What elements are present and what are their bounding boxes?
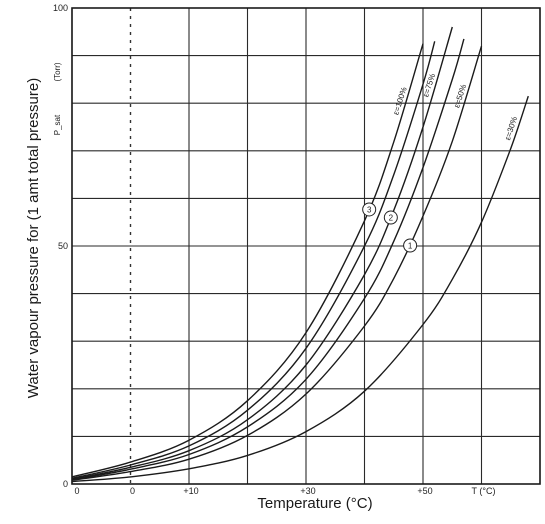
x-axis-title: Temperature (°C): [257, 495, 372, 512]
series-line-4: [71, 38, 465, 481]
plot-frame: [71, 7, 541, 485]
chart-curves: [71, 26, 529, 483]
x-tick-label: +50: [417, 486, 432, 496]
series-line-1: [71, 43, 424, 478]
curve-marker-circle-3: [362, 202, 377, 217]
y-tick-label: 50: [58, 241, 68, 251]
y-symbol-label: P_sat: [53, 114, 62, 135]
x-tick-label: 0: [130, 486, 135, 496]
curve-marker-circle-2: [383, 210, 398, 225]
curve-marker-label-3: 3: [367, 205, 372, 214]
curve-marker-circle-1: [403, 238, 418, 253]
series-line-5: [71, 45, 483, 481]
y-unit-label: (Torr): [53, 62, 62, 81]
series-line-3: [71, 26, 453, 480]
y-tick-label: 0: [63, 479, 68, 489]
curve-label-6: ε=30%: [503, 116, 519, 142]
x-tick-label: +30: [300, 486, 315, 496]
x-tick-label: +10: [183, 486, 198, 496]
x-tick-label: 0: [74, 486, 79, 496]
chart-grid: [71, 7, 541, 485]
series-line-2: [71, 41, 436, 479]
curve-marker-label-2: 2: [389, 214, 394, 223]
y-tick-label: 100: [53, 3, 68, 13]
curve-marker-label-1: 1: [408, 241, 413, 250]
chart-labels: ε=100%3ε=75%2ε=50%1ε=30%: [362, 72, 519, 253]
x-tick-label: T (°C): [472, 486, 496, 496]
series-line-6: [71, 95, 529, 483]
y-axis-title: Water vapour pressure for (1 amt total p…: [25, 78, 42, 398]
